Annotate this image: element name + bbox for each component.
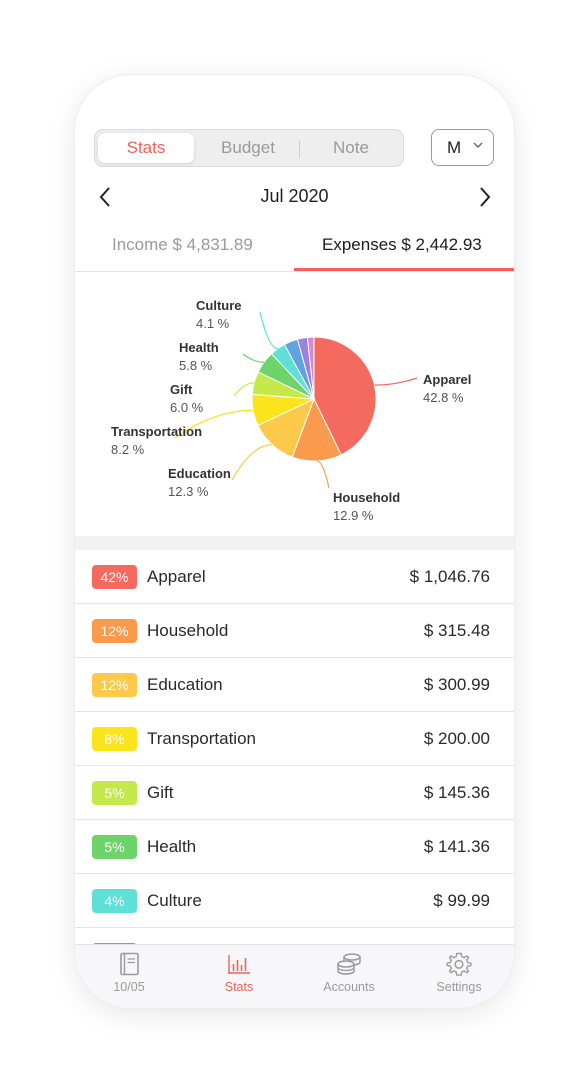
category-list: 42% Apparel $ 1,046.76 12% Household $ 315.48… — [75, 550, 514, 982]
category-amount: $ 99.99 — [433, 891, 490, 910]
pie-slice-percent: 4.1 % — [196, 316, 230, 331]
nav-label-settings: Settings — [436, 980, 482, 994]
percent-badge: 12% — [92, 673, 137, 697]
nav-item-stats[interactable]: Stats — [194, 951, 284, 994]
pie-slice-percent: 42.8 % — [423, 390, 464, 405]
pie-leader-line — [316, 460, 330, 489]
category-amount: $ 315.48 — [423, 621, 490, 640]
nav-item-accounts[interactable]: Accounts — [304, 951, 394, 994]
category-amount: $ 300.99 — [423, 675, 490, 694]
view-segmented-control: Stats Budget Note — [94, 129, 404, 167]
tab-expenses[interactable]: Expenses $ 2,442.93 — [322, 235, 482, 254]
pie-slice-label: Education — [168, 466, 231, 481]
segment-note[interactable]: Note — [333, 138, 369, 157]
list-item[interactable]: 42% Apparel $ 1,046.76 — [75, 550, 514, 604]
pie-slice-percent: 8.2 % — [111, 442, 145, 457]
pie-leader-line — [174, 409, 254, 439]
gear-icon — [446, 952, 472, 976]
category-amount: $ 200.00 — [423, 729, 490, 748]
pie-slice[interactable] — [306, 336, 315, 400]
pie-slice-label: Apparel — [423, 372, 471, 387]
chevron-right-icon[interactable] — [473, 185, 495, 209]
segment-divider — [299, 140, 300, 158]
pie-slice-percent: 12.3 % — [168, 484, 209, 499]
category-name: Culture — [147, 891, 202, 910]
section-separator — [75, 536, 514, 550]
pie-slice-percent: 6.0 % — [170, 400, 204, 415]
bottom-nav: 10/05 Stats Accounts — [75, 944, 514, 1008]
percent-badge: 42% — [92, 565, 137, 589]
month-label: Jul 2020 — [260, 186, 329, 206]
chevron-down-icon — [473, 142, 483, 148]
chevron-left-icon[interactable] — [95, 185, 117, 209]
nav-label-stats: Stats — [224, 980, 254, 994]
segment-stats[interactable]: Stats — [98, 133, 194, 163]
nav-label-daily: 10/05 — [113, 980, 145, 994]
percent-badge: 12% — [92, 619, 137, 643]
pie-slice-percent: 12.9 % — [333, 508, 374, 523]
percent-badge: 8% — [92, 727, 137, 751]
pie-leader-line — [231, 443, 273, 481]
category-name: Household — [147, 621, 229, 640]
nav-item-settings[interactable]: Settings — [414, 951, 504, 994]
category-amount: $ 141.36 — [423, 837, 490, 856]
segment-budget[interactable]: Budget — [221, 138, 275, 157]
percent-badge: 5% — [92, 835, 137, 859]
tab-income[interactable]: Income $ 4,831.89 — [112, 235, 253, 254]
pie-slice-label: Household — [333, 490, 400, 505]
nav-item-daily[interactable]: 10/05 — [84, 951, 174, 994]
pie-leader-line — [233, 382, 255, 397]
tab-active-indicator — [294, 268, 514, 271]
phone-screen: Stats Budget Note M Jul 2020 Income $ 4,… — [75, 75, 514, 1008]
percent-badge: 4% — [92, 889, 137, 913]
book-icon — [120, 952, 139, 976]
list-item[interactable]: 8% Transportation $ 200.00 — [75, 712, 514, 766]
pie-slice-label: Gift — [170, 382, 193, 397]
bar-chart-icon — [228, 955, 250, 974]
pie-slice[interactable] — [313, 336, 377, 456]
list-item[interactable]: 12% Education $ 300.99 — [75, 658, 514, 712]
tab-divider — [75, 271, 514, 272]
category-amount: $ 145.36 — [423, 783, 490, 802]
pie-leader-line — [259, 311, 278, 350]
category-name: Apparel — [147, 567, 206, 586]
category-name: Education — [147, 675, 223, 694]
period-select-value: M — [447, 138, 462, 157]
pie-slice-label: Culture — [196, 298, 242, 313]
pie-leader-line — [374, 377, 418, 386]
expense-pie-chart: Apparel 42.8 % Household 12.9 % Education 12.… — [111, 298, 471, 523]
pie-slice-label: Transportation — [111, 424, 202, 439]
percent-badge: 5% — [92, 781, 137, 805]
nav-label-accounts: Accounts — [323, 980, 375, 994]
list-item[interactable]: 4% Culture $ 99.99 — [75, 874, 514, 928]
category-name: Transportation — [147, 729, 256, 748]
pie-leader-line — [242, 353, 265, 363]
pie-slice-label: Health — [179, 340, 219, 355]
period-select[interactable]: M — [431, 129, 494, 166]
list-item[interactable]: 12% Household $ 315.48 — [75, 604, 514, 658]
list-item[interactable]: 5% Gift $ 145.36 — [75, 766, 514, 820]
category-name: Health — [147, 837, 197, 856]
pie-slice-percent: 5.8 % — [179, 358, 213, 373]
coins-icon — [337, 953, 361, 975]
list-item[interactable]: 5% Health $ 141.36 — [75, 820, 514, 874]
category-name: Gift — [147, 783, 174, 802]
category-amount: $ 1,046.76 — [409, 567, 490, 586]
